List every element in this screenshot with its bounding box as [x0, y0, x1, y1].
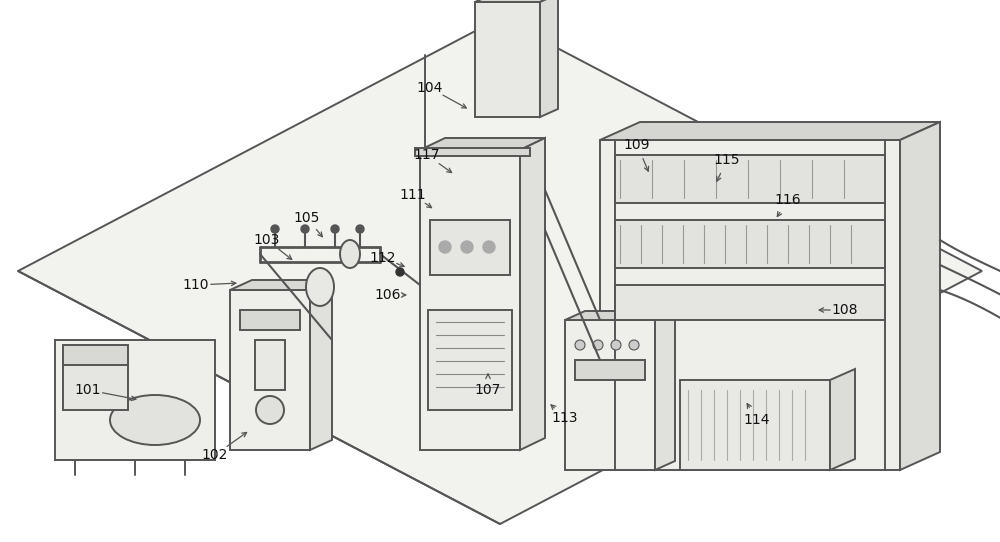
Circle shape [593, 340, 603, 350]
Text: 105: 105 [294, 211, 320, 225]
Text: 110: 110 [183, 278, 209, 292]
Text: 117: 117 [414, 148, 440, 162]
Text: 109: 109 [624, 138, 650, 152]
Polygon shape [600, 122, 940, 140]
Text: 115: 115 [714, 153, 740, 167]
Bar [63, 360, 128, 410]
Bar [230, 290, 310, 450]
Bar [420, 150, 520, 450]
Text: 116: 116 [775, 193, 801, 207]
Text: 112: 112 [370, 251, 396, 265]
Circle shape [271, 225, 279, 233]
Bar [63, 345, 128, 365]
Polygon shape [655, 311, 675, 470]
Text: 106: 106 [375, 288, 401, 302]
Bar [55, 340, 215, 460]
Polygon shape [310, 280, 332, 450]
Polygon shape [900, 122, 940, 470]
Bar [615, 285, 885, 320]
Circle shape [461, 241, 473, 253]
Polygon shape [830, 369, 855, 470]
Text: 108: 108 [832, 303, 858, 317]
Polygon shape [420, 138, 545, 150]
Circle shape [439, 241, 451, 253]
Text: 114: 114 [744, 413, 770, 427]
Text: 102: 102 [202, 448, 228, 462]
Polygon shape [520, 138, 545, 450]
Circle shape [483, 241, 495, 253]
Bar [430, 220, 510, 275]
Polygon shape [540, 0, 558, 117]
Circle shape [575, 340, 585, 350]
Circle shape [611, 340, 621, 350]
Bar [415, 148, 530, 156]
Bar [428, 310, 512, 410]
Text: 113: 113 [552, 411, 578, 425]
Polygon shape [565, 311, 675, 320]
Bar [240, 310, 300, 330]
Bar [575, 360, 645, 380]
Bar [565, 320, 655, 470]
Circle shape [396, 268, 404, 276]
Text: 107: 107 [475, 383, 501, 397]
Bar [600, 140, 900, 470]
Circle shape [356, 225, 364, 233]
Bar [615, 220, 885, 268]
Ellipse shape [306, 268, 334, 306]
Circle shape [256, 396, 284, 424]
Text: 103: 103 [254, 233, 280, 247]
Bar [680, 380, 830, 470]
Polygon shape [18, 18, 982, 524]
Bar [615, 155, 885, 203]
Bar [255, 340, 285, 390]
Bar [475, 2, 540, 117]
Text: 101: 101 [75, 383, 101, 397]
Ellipse shape [340, 240, 360, 268]
Circle shape [301, 225, 309, 233]
Polygon shape [475, 0, 558, 2]
Circle shape [331, 225, 339, 233]
Text: 111: 111 [400, 188, 426, 202]
Circle shape [629, 340, 639, 350]
Text: 104: 104 [417, 81, 443, 95]
Polygon shape [230, 280, 332, 290]
Ellipse shape [110, 395, 200, 445]
